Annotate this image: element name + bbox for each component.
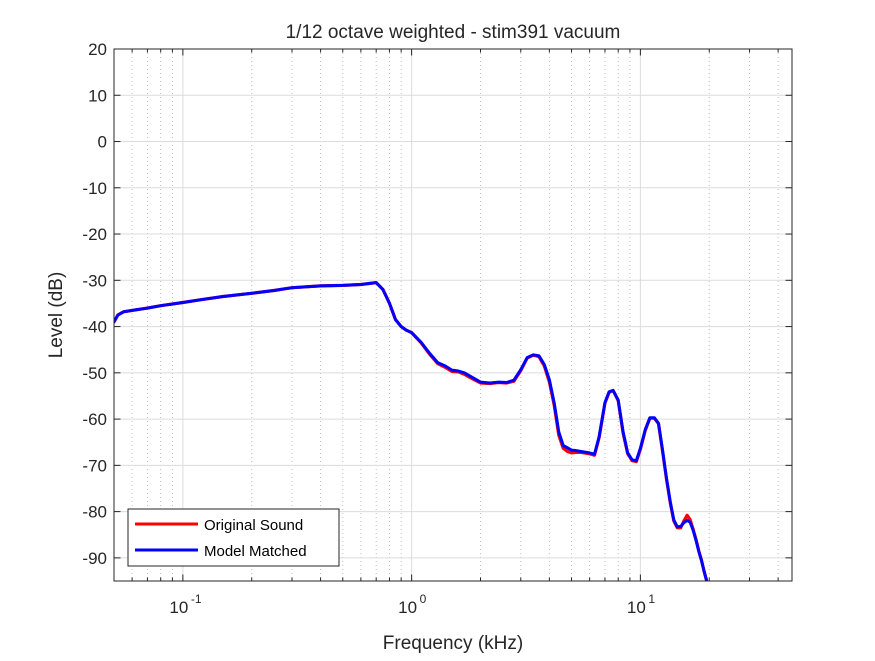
y-tick-label: -70 [82,456,107,475]
series-layer [114,281,709,581]
y-tick-label: -60 [82,410,107,429]
y-tick-label: -50 [82,364,107,383]
legend-label-original-sound: Original Sound [204,517,303,534]
plot-area-background [114,49,792,581]
y-tick-label: -30 [82,271,107,290]
x-tick-label-exponent: -1 [191,592,202,606]
x-tick-label-exponent: 1 [648,592,655,606]
y-tick-label: -80 [82,503,107,522]
x-axis-label: Frequency (kHz) [383,633,523,654]
x-tick-label: 10 0 [398,592,426,617]
y-tick-label: -40 [82,318,107,337]
legend: Original Sound Model Matched [127,508,340,567]
y-tick-label: 0 [98,133,107,152]
plot-area [114,49,792,581]
chart-title: 1/12 octave weighted - stim391 vacuum [286,22,621,43]
ticks [114,48,792,581]
legend-box [127,508,340,567]
y-tick-label: -90 [82,549,107,568]
y-tick-label: 20 [88,40,107,59]
x-tick-label: 10 -1 [169,592,201,617]
axes-box [113,48,793,582]
y-tick-label: 10 [88,86,107,105]
minor-grid [131,49,779,581]
x-tick-label: 10 1 [627,592,655,617]
x-tick-label-exponent: 0 [420,592,427,606]
legend-label-model-matched: Model Matched [204,543,307,560]
tick-labels: 10 -1 10 0 10 120100-10-20-30-40-50-60-70-80-… [82,40,655,617]
series-line-model-matched [114,281,709,581]
x-tick-label-base: 10 [627,598,646,617]
y-tick-label: -20 [82,225,107,244]
x-tick-label-base: 10 [169,598,188,617]
y-tick-label: -10 [82,179,107,198]
y-axis-label: Level (dB) [46,272,67,359]
x-tick-label-base: 10 [398,598,417,617]
